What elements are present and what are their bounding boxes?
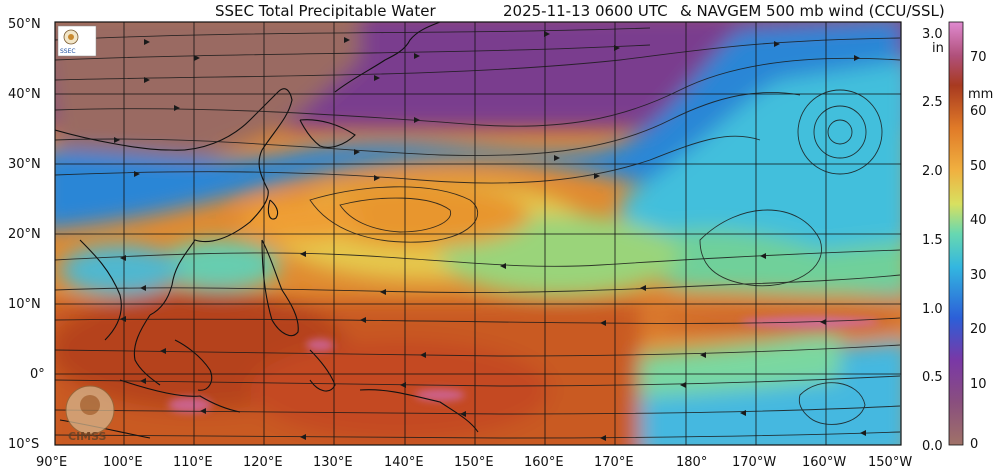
colorbar-inch-ticks: 3.0 2.5 2.0 1.5 1.0 0.5 0.0 <box>922 27 943 454</box>
lon-label: 160°W <box>802 455 846 470</box>
colorbar-inch-unit: in <box>932 41 944 56</box>
lat-label: 10°N <box>8 297 41 312</box>
lon-label: 130°E <box>313 455 353 470</box>
ssec-logo: SSEC <box>57 25 97 57</box>
lat-label: 50°N <box>8 17 41 32</box>
inch-tick: 0.0 <box>922 439 943 454</box>
inch-tick: 3.0 <box>922 27 943 42</box>
map-frame <box>54 21 902 446</box>
lat-label: 10°S <box>8 437 39 452</box>
map-title: SSEC Total Precipitable Water 2025-11-13… <box>0 0 1000 22</box>
inch-tick: 0.5 <box>922 370 943 385</box>
cimss-logo: CIMSS <box>65 385 115 443</box>
mm-tick: 40 <box>970 213 987 228</box>
mm-tick: 50 <box>970 159 987 174</box>
tpw-field <box>55 22 901 445</box>
inch-tick: 1.5 <box>922 233 943 248</box>
inch-tick: 2.0 <box>922 164 943 179</box>
wind-streamlines <box>55 27 901 439</box>
lon-label: 150°W <box>868 455 912 470</box>
colorbar-ramp <box>948 21 964 446</box>
wind-arrowheads <box>114 31 866 441</box>
lon-label: 180° <box>676 455 707 470</box>
title-source: SSEC Total Precipitable Water <box>215 2 436 20</box>
lon-label: 170°E <box>594 455 634 470</box>
ssec-logo-text: SSEC <box>60 48 76 55</box>
lon-label: 90°E <box>36 455 67 470</box>
longitude-labels: 90°E 100°E 110°E 120°E 130°E 140°E 150°E… <box>36 455 912 470</box>
mm-tick: 60 <box>970 104 987 119</box>
lat-label: 40°N <box>8 87 41 102</box>
lon-label: 140°E <box>384 455 424 470</box>
lon-label: 160°E <box>524 455 564 470</box>
lon-label: 120°E <box>243 455 283 470</box>
colorbar-mm-ticks: 70 60 50 40 30 20 10 0 <box>970 50 987 452</box>
lon-label: 110°E <box>173 455 213 470</box>
mm-tick: 20 <box>970 322 987 337</box>
inch-tick: 2.5 <box>922 95 943 110</box>
lat-lon-grid <box>55 22 901 445</box>
lon-label: 100°E <box>103 455 143 470</box>
colorbar-mm-unit: mm <box>968 87 993 102</box>
latitude-labels: 50°N 40°N 30°N 20°N 10°N 0° 10°S <box>8 17 45 452</box>
title-wind-source: & NAVGEM 500 mb wind (CCU/SSL) <box>680 2 945 20</box>
lon-label: 170°W <box>732 455 776 470</box>
mm-tick: 10 <box>970 377 987 392</box>
cimss-logo-text: CIMSS <box>68 430 107 443</box>
inch-tick: 1.0 <box>922 302 943 317</box>
mm-tick: 70 <box>970 50 987 65</box>
lon-label: 150°E <box>454 455 494 470</box>
lat-label: 0° <box>30 367 45 382</box>
mm-tick: 30 <box>970 268 987 283</box>
colorbar: in mm 3.0 2.5 2.0 1.5 1.0 0.5 0.0 70 60 … <box>922 21 993 454</box>
lat-label: 20°N <box>8 227 41 242</box>
mm-tick: 0 <box>970 437 978 452</box>
lat-label: 30°N <box>8 157 41 172</box>
title-timestamp: 2025-11-13 0600 UTC <box>503 2 668 20</box>
